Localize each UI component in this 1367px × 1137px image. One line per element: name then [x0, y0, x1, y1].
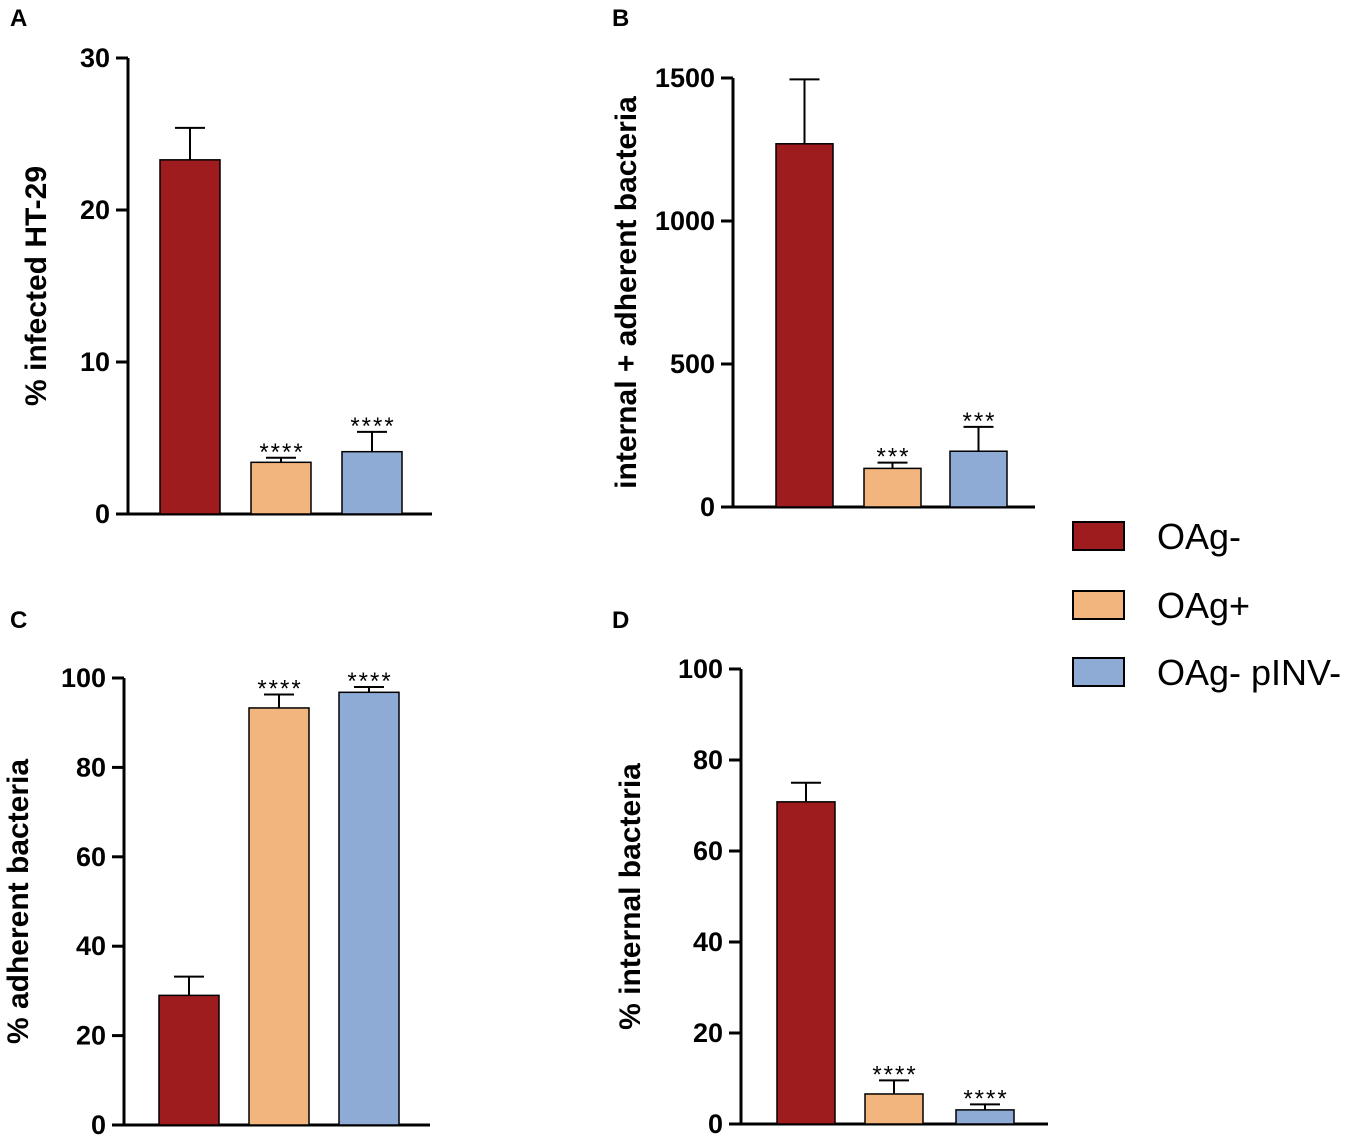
legend-swatch	[1072, 521, 1125, 551]
bar-oag	[863, 467, 922, 508]
significance-label: ****	[350, 413, 395, 440]
y-tick-label: 0	[708, 1109, 723, 1137]
y-tick-label: 1500	[655, 63, 715, 93]
bar-oag	[159, 159, 221, 515]
legend-label: OAg- pINV-	[1157, 652, 1341, 693]
y-tick-label: 1000	[655, 206, 715, 236]
y-tick-label: 500	[670, 349, 715, 379]
y-axis-title: % internal bacteria	[614, 763, 647, 1030]
legend-swatch	[1072, 657, 1125, 687]
y-tick-label: 10	[80, 347, 110, 377]
y-axis-title: internal + adherent bacteria	[610, 96, 643, 489]
significance-label: ****	[872, 1061, 917, 1088]
significance-label: ****	[259, 439, 304, 466]
legend-label: OAg+	[1157, 585, 1250, 626]
y-tick-label: 30	[80, 43, 110, 73]
bar-oag	[775, 143, 834, 508]
y-tick-label: 60	[693, 836, 723, 866]
y-tick-label: 0	[91, 1110, 106, 1137]
y-tick-label: 100	[61, 663, 106, 693]
legend-label: OAg-	[1157, 516, 1241, 557]
y-tick-label: 40	[693, 927, 723, 957]
y-tick-label: 20	[76, 1021, 106, 1051]
panel-a: A % infected HT-29 0 10 20 30 **** ****	[10, 5, 432, 529]
significance-label: ****	[963, 1085, 1008, 1112]
panel-d: D % internal bacteria 0 20 40 60 80 100 **** ****	[612, 607, 1048, 1137]
y-tick-label: 20	[693, 1018, 723, 1048]
panel-letter: A	[10, 5, 27, 32]
significance-label: ****	[257, 676, 302, 703]
y-tick-label: 80	[693, 745, 723, 775]
bar-oag-pinv	[338, 691, 400, 1126]
y-axis-title: % infected HT-29	[20, 166, 53, 406]
panel-letter: B	[612, 5, 629, 32]
y-tick-label: 100	[678, 654, 723, 684]
legend-swatch	[1072, 590, 1125, 620]
y-tick-label: 60	[76, 842, 106, 872]
bar-oag	[248, 707, 310, 1126]
bar-oag-pinv	[949, 450, 1008, 508]
bar-oag	[864, 1093, 924, 1125]
panel-letter: C	[10, 607, 27, 634]
panel-c: C % adherent bacteria 0 20 40 60 80 100 **** ****	[2, 607, 430, 1137]
bar-oag	[158, 994, 220, 1126]
bar-oag	[250, 461, 312, 515]
y-axis-title: % adherent bacteria	[2, 759, 35, 1044]
panel-letter: D	[612, 607, 629, 634]
bar-oag	[776, 801, 836, 1125]
significance-label: ***	[876, 444, 910, 471]
significance-label: ****	[347, 668, 392, 695]
bar-oag-pinv	[341, 450, 403, 515]
y-tick-label: 80	[76, 752, 106, 782]
significance-label: ***	[962, 408, 996, 435]
y-tick-label: 20	[80, 195, 110, 225]
panels: A % infected HT-29 0 10 20 30 **** **** Binterna…	[2, 5, 1048, 1137]
legend: OAg- OAg+ OAg- pINV-	[1072, 516, 1341, 693]
y-tick-label: 40	[76, 931, 106, 961]
y-tick-label: 0	[700, 492, 715, 522]
y-tick-label: 0	[95, 499, 110, 529]
